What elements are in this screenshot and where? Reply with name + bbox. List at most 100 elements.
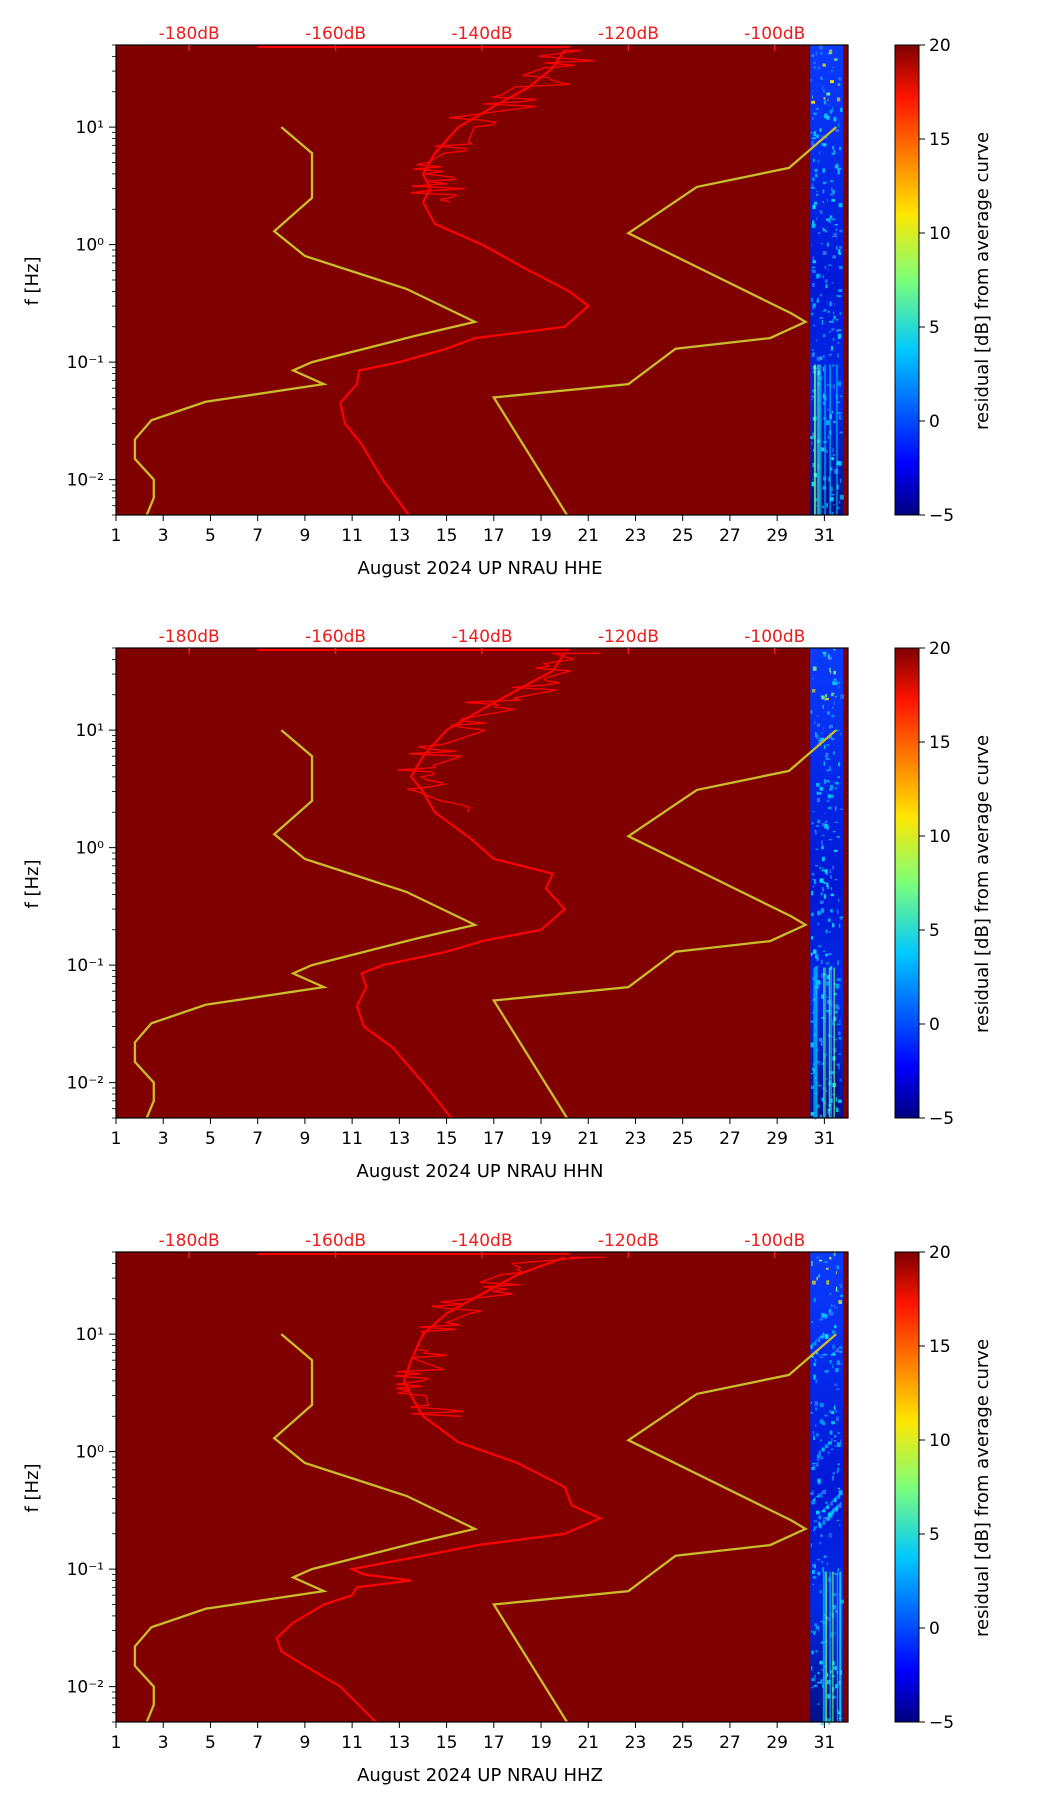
heatmap-speckle	[838, 1031, 841, 1036]
heatmap-speckle	[813, 1297, 816, 1302]
heatmap-speckle	[838, 77, 842, 81]
heatmap-speckle	[824, 869, 828, 873]
heatmap-speckle	[832, 923, 835, 928]
heatmap-speckle	[838, 203, 843, 208]
heatmap-speckle	[836, 1504, 839, 1508]
heatmap-speckle	[834, 1631, 836, 1636]
heatmap-speckle	[833, 694, 836, 698]
heatmap-speckle	[829, 486, 833, 492]
heatmap-speckle	[819, 316, 824, 320]
heatmap-speckle	[812, 1012, 815, 1014]
heatmap-speckle	[821, 1097, 824, 1102]
heatmap-speckle	[833, 1445, 838, 1447]
heatmap-speckle	[815, 1340, 817, 1342]
y-tick-label: 10⁰	[76, 1443, 105, 1463]
heatmap-speckle	[828, 353, 833, 356]
heatmap-speckle	[821, 994, 824, 999]
heatmap-speckle	[832, 454, 836, 456]
heatmap-speckle	[824, 1414, 828, 1417]
heatmap-speckle	[821, 695, 825, 700]
heatmap-speckle	[817, 1559, 820, 1561]
heatmap-speckle	[811, 1067, 815, 1071]
heatmap-speckle	[826, 384, 830, 386]
heatmap-speckle	[836, 1471, 839, 1474]
heatmap-speckle	[825, 1501, 828, 1504]
heatmap-speckle	[817, 1084, 822, 1087]
heatmap-speckle	[835, 1097, 837, 1102]
heatmap-speckle	[838, 1300, 843, 1304]
heatmap-speckle	[830, 738, 835, 741]
mean-psd-curve	[275, 1256, 603, 1723]
heatmap-streak	[814, 364, 816, 515]
top-db-tick-label: -140dB	[451, 627, 512, 647]
heatmap-speckle	[818, 159, 820, 164]
heatmap-speckle	[820, 1621, 824, 1623]
heatmap-speckle	[833, 1439, 837, 1443]
x-tick-label: 27	[719, 1129, 741, 1149]
heatmap-speckle	[811, 223, 816, 228]
heatmap-speckle	[813, 324, 815, 327]
heatmap-speckle	[825, 1267, 829, 1270]
heatmap-speckle	[838, 146, 841, 151]
colorbar	[894, 1251, 920, 1723]
heatmap-speckle	[822, 189, 825, 194]
heatmap-speckle	[829, 215, 833, 219]
heatmap-speckle	[811, 441, 813, 445]
heatmap-speckle	[839, 1078, 842, 1082]
heatmap-speckle	[829, 784, 834, 789]
heatmap-speckle	[832, 1021, 834, 1026]
x-tick-label: 25	[672, 526, 694, 546]
heatmap-streak	[818, 364, 820, 515]
heatmap-speckle	[816, 1338, 821, 1342]
x-tick-label: 21	[577, 1733, 599, 1753]
heatmap-speckle	[816, 791, 819, 795]
heatmap-speckle	[830, 1511, 834, 1515]
heatmap-speckle	[829, 1430, 833, 1435]
y-tick-label: 10¹	[76, 721, 104, 741]
heatmap-speckle	[822, 1332, 825, 1335]
heatmap-speckle	[810, 1401, 813, 1404]
heatmap-speckle	[824, 1261, 828, 1263]
heatmap-speckle	[833, 701, 835, 706]
heatmap-speckle	[829, 301, 833, 307]
heatmap-speckle	[815, 732, 817, 738]
heatmap-speckle	[820, 908, 825, 913]
heatmap-speckle	[817, 1571, 821, 1576]
heatmap-speckle	[815, 1684, 818, 1688]
heatmap-speckle	[823, 699, 826, 702]
y-axis-label: f [Hz]	[22, 256, 43, 305]
heatmap-speckle	[830, 491, 833, 497]
heatmap-speckle	[835, 235, 837, 239]
heatmap-speckle	[815, 1649, 817, 1653]
heatmap-speckle	[811, 57, 813, 60]
heatmap-speckle	[834, 1107, 839, 1109]
heatmap-speckle	[821, 320, 824, 325]
heatmap-speckle	[826, 1505, 829, 1509]
heatmap-speckle	[819, 1492, 823, 1498]
heatmap-speckle	[823, 894, 827, 899]
heatmap-speckle	[812, 811, 815, 813]
colorbar-tick-label: 10	[929, 224, 951, 244]
x-tick-label: 31	[814, 526, 836, 546]
heatmap-speckle	[833, 504, 835, 506]
x-tick-label: 7	[252, 1733, 263, 1753]
heatmap-speckle	[813, 879, 817, 884]
heatmap-speckle	[820, 695, 823, 697]
heatmap-speckle	[815, 1625, 820, 1630]
heatmap-speckle	[811, 395, 815, 398]
x-tick-label: 31	[814, 1733, 836, 1753]
heatmap-speckle	[829, 766, 832, 771]
heatmap-speckle	[839, 246, 843, 249]
heatmap-speckle	[816, 1495, 819, 1498]
heatmap-speckle	[838, 923, 841, 928]
heatmap-speckle	[832, 311, 835, 314]
heatmap-speckle	[812, 269, 816, 274]
heatmap-speckle	[838, 1302, 842, 1304]
x-tick-label: 9	[299, 1129, 310, 1149]
heatmap-speckle	[829, 467, 833, 471]
heatmap-speckle	[837, 341, 840, 345]
heatmap-speckle	[814, 1564, 816, 1569]
mean-psd-curve	[355, 652, 567, 1119]
heatmap-speckle	[813, 131, 817, 137]
heatmap-speckle	[810, 78, 813, 82]
